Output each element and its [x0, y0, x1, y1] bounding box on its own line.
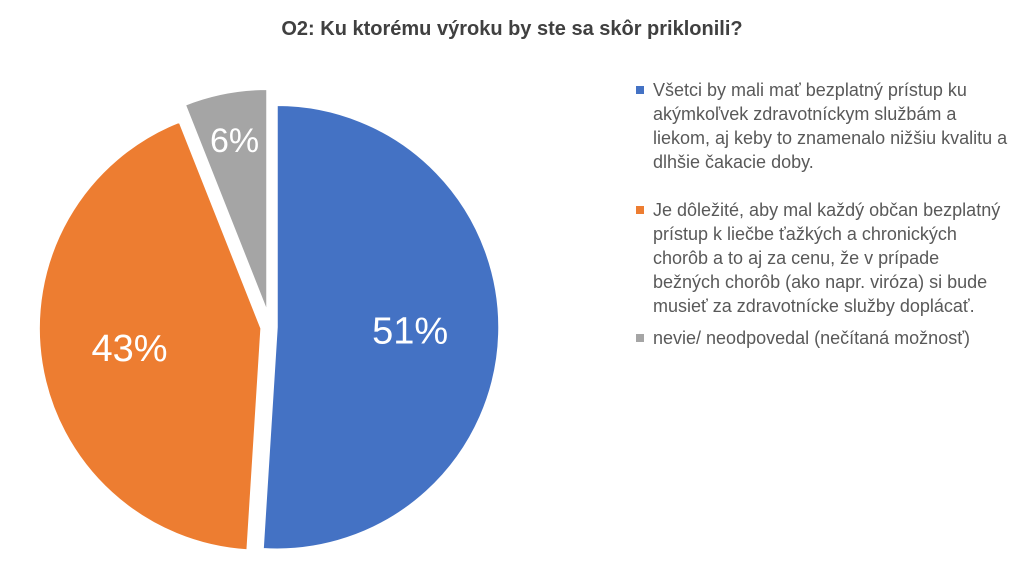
legend-item-free-access-all: Všetci by mali mať bezplatný prístup ku …	[636, 78, 1008, 174]
legend-item-dont-know: nevie/ neodpovedal (nečítaná možnosť)	[636, 326, 1008, 350]
data-label: 6%	[210, 122, 259, 160]
slice-dont-know	[184, 88, 268, 312]
slice-serious-diseases	[38, 121, 262, 551]
slice-free-access-all	[262, 104, 500, 550]
legend-label: Všetci by mali mať bezplatný prístup ku …	[653, 80, 1008, 172]
chart-legend: Všetci by mali mať bezplatný prístup ku …	[636, 78, 1008, 350]
legend-item-serious-diseases: Je dôležité, aby mal každý občan bezplat…	[636, 198, 1008, 318]
legend-swatch	[636, 86, 644, 94]
legend-swatch	[636, 206, 644, 214]
legend-swatch	[636, 334, 644, 342]
data-label: 43%	[92, 328, 168, 370]
chart-title: O2: Ku ktorému výroku by ste sa skôr pri…	[281, 18, 743, 40]
legend-label: Je dôležité, aby mal každý občan bezplat…	[653, 200, 1001, 316]
data-label: 51%	[372, 310, 448, 352]
legend-label: nevie/ neodpovedal (nečítaná možnosť)	[653, 328, 970, 348]
